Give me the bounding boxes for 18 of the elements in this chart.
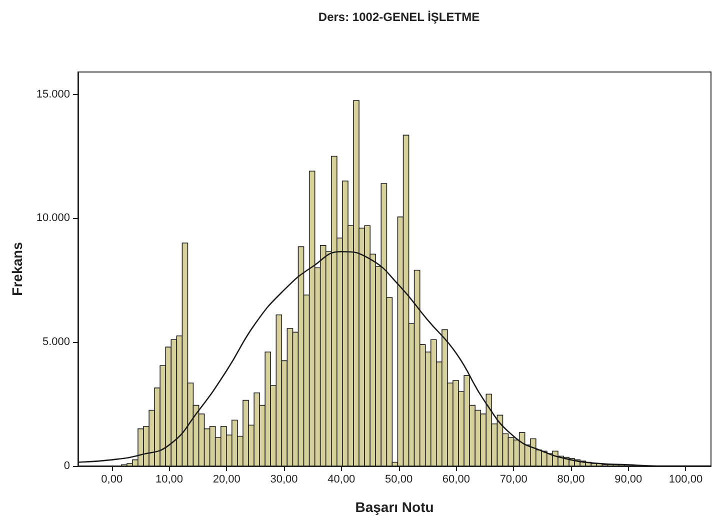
y-tick-label: 5.000 — [42, 336, 70, 348]
x-tick-label: 10,00 — [155, 474, 184, 486]
x-axis-title: Başarı Notu — [355, 499, 434, 515]
x-tick-label: 90,00 — [614, 474, 642, 486]
chart-title: Ders: 1002-GENEL İŞLETME — [318, 10, 480, 24]
x-tick-label: 20,00 — [212, 474, 240, 486]
y-axis-title: Frekans — [9, 242, 25, 296]
y-tick-label: 10.000 — [36, 212, 70, 224]
x-tick-label: 100,00 — [668, 474, 703, 486]
x-tick-label: 70,00 — [500, 474, 528, 486]
x-tick-label: 50,00 — [385, 474, 413, 486]
y-tick-label: 0 — [64, 460, 70, 472]
x-tick-label: 30,00 — [270, 474, 298, 486]
x-tick-label: 40,00 — [328, 474, 356, 486]
y-tick-label: 15.000 — [36, 88, 70, 100]
x-tick-label: 80,00 — [557, 474, 585, 486]
x-tick-label: 60,00 — [442, 474, 470, 486]
x-tick-label: 0,00 — [101, 474, 123, 486]
